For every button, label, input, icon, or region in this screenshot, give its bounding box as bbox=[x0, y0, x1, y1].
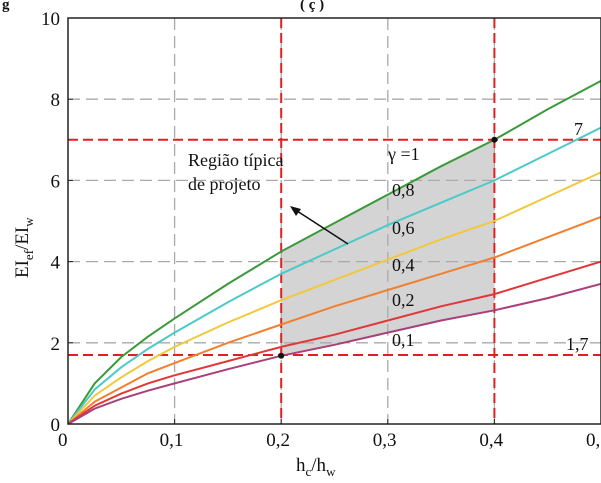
reference-label: 1,7 bbox=[566, 334, 589, 354]
y-tick-label: 4 bbox=[51, 253, 61, 274]
plot-frame bbox=[67, 17, 601, 425]
x-tick-label: 0,5 bbox=[586, 430, 601, 451]
series-label: 0,1 bbox=[392, 330, 415, 350]
y-tick-label: 0 bbox=[51, 415, 61, 436]
y-tick-label: 6 bbox=[51, 171, 61, 192]
annotation-text: de projeto bbox=[188, 174, 260, 194]
x-tick-label: 0,3 bbox=[373, 430, 397, 451]
annotation-text: Região típica bbox=[188, 150, 283, 170]
x-axis-label: hc/hw bbox=[296, 455, 336, 479]
y-axis-label: EIef/EIw bbox=[12, 217, 36, 278]
annotation-arrowhead bbox=[290, 206, 301, 216]
x-tick-label: 0,2 bbox=[266, 430, 290, 451]
x-tick-label: 0,4 bbox=[479, 430, 503, 451]
header-fragment: g ( ç ) bbox=[2, 0, 324, 13]
header-fragment-left: g bbox=[2, 0, 10, 13]
region-corner-marker bbox=[278, 352, 285, 359]
series-line bbox=[67, 171, 601, 425]
x-tick-label: 0,1 bbox=[160, 430, 184, 451]
series-label: γ =1 bbox=[387, 144, 420, 164]
typical-design-region bbox=[281, 139, 495, 356]
reference-label: 7 bbox=[574, 119, 583, 139]
series-line bbox=[67, 215, 601, 425]
y-tick-label: 10 bbox=[41, 9, 60, 30]
x-tick-label: 0 bbox=[58, 430, 68, 451]
annotation-arrow bbox=[293, 208, 349, 245]
series-label: 0,8 bbox=[392, 180, 415, 200]
header-fragment-right: ( ç ) bbox=[300, 0, 324, 13]
series-label: 0,2 bbox=[392, 290, 415, 310]
series-line bbox=[67, 126, 601, 425]
series-label: 0,6 bbox=[392, 218, 415, 238]
series-line bbox=[67, 260, 601, 425]
plot-background bbox=[68, 18, 601, 424]
region-corner-marker bbox=[491, 136, 498, 143]
y-tick-label: 2 bbox=[51, 334, 61, 355]
series-label: 0,4 bbox=[392, 255, 415, 275]
y-tick-label: 8 bbox=[51, 90, 61, 111]
